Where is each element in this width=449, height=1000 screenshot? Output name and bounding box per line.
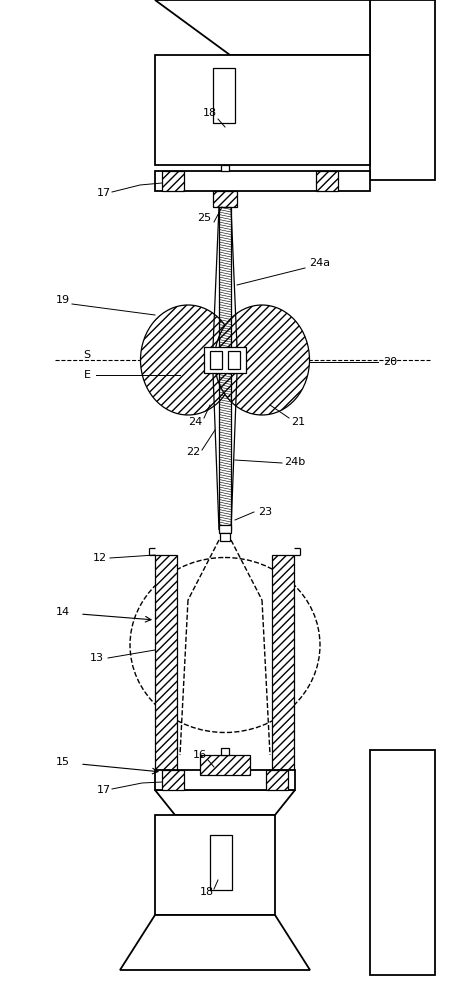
Bar bbox=[155, 555, 177, 770]
Bar bbox=[204, 347, 246, 373]
Bar bbox=[155, 55, 370, 165]
Text: 22: 22 bbox=[186, 447, 200, 457]
Bar bbox=[220, 533, 230, 541]
Bar bbox=[228, 351, 240, 369]
Polygon shape bbox=[120, 915, 310, 970]
Bar bbox=[213, 191, 237, 207]
Bar bbox=[221, 748, 229, 755]
Bar bbox=[219, 207, 231, 530]
Text: 17: 17 bbox=[97, 188, 111, 198]
Bar bbox=[219, 525, 231, 533]
Bar bbox=[370, 750, 435, 975]
Bar bbox=[155, 171, 370, 191]
Text: 18: 18 bbox=[200, 887, 214, 897]
Bar bbox=[221, 165, 229, 171]
Bar bbox=[210, 351, 222, 369]
Text: 24b: 24b bbox=[284, 457, 306, 467]
Text: 13: 13 bbox=[90, 653, 104, 663]
Bar bbox=[162, 171, 184, 191]
Text: 21: 21 bbox=[291, 417, 305, 427]
Text: 24a: 24a bbox=[309, 258, 330, 268]
Polygon shape bbox=[155, 0, 370, 55]
Bar bbox=[155, 770, 295, 790]
Text: 16: 16 bbox=[193, 750, 207, 760]
Bar bbox=[200, 755, 250, 775]
Bar bbox=[316, 171, 338, 191]
Text: 18: 18 bbox=[203, 108, 217, 118]
Text: E: E bbox=[84, 370, 91, 380]
Text: 14: 14 bbox=[56, 607, 70, 617]
Polygon shape bbox=[155, 790, 295, 815]
Bar bbox=[210, 835, 232, 890]
Text: 15: 15 bbox=[56, 757, 70, 767]
Text: 23: 23 bbox=[258, 507, 272, 517]
Text: 25: 25 bbox=[197, 213, 211, 223]
Bar bbox=[155, 815, 275, 915]
Text: 19: 19 bbox=[56, 295, 70, 305]
Ellipse shape bbox=[141, 305, 235, 415]
Bar bbox=[272, 555, 294, 770]
Text: 17: 17 bbox=[97, 785, 111, 795]
Ellipse shape bbox=[130, 558, 320, 732]
Text: 24: 24 bbox=[188, 417, 202, 427]
Bar bbox=[266, 770, 288, 790]
Bar bbox=[162, 770, 184, 790]
Text: S: S bbox=[84, 350, 91, 360]
Bar bbox=[370, 0, 435, 180]
Text: 12: 12 bbox=[93, 553, 107, 563]
Ellipse shape bbox=[215, 305, 309, 415]
Text: 20: 20 bbox=[383, 357, 397, 367]
Bar bbox=[213, 68, 235, 123]
